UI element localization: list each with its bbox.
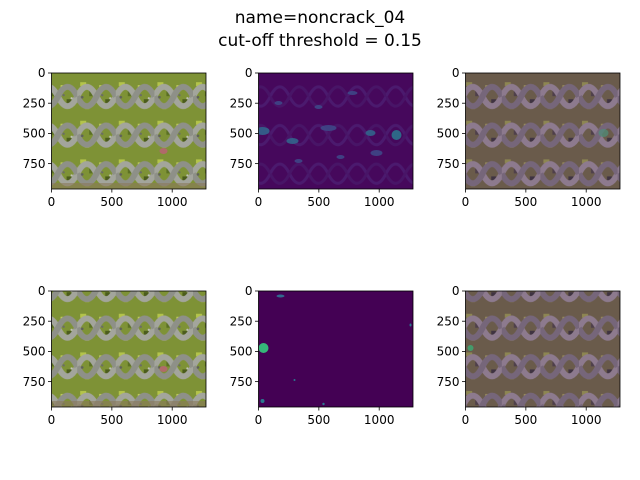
panel-image [465,73,620,189]
panel-image [51,291,206,407]
y-tick-label: 750 [23,157,46,171]
panel-top-middle: 0 500 1000 0 250 500 750 [230,66,414,209]
x-tick-label: 1000 [157,195,188,209]
x-tick-label: 1000 [157,413,188,427]
mask-spot [322,402,325,406]
heat-blob [314,105,323,109]
paving-photo [51,291,206,407]
y-tick-label: 0 [38,284,46,298]
y-tick-label: 0 [452,66,460,80]
heat-blob [258,127,270,135]
x-tick-label: 0 [255,413,263,427]
x-tick-label: 0 [48,195,56,209]
leaf-spot [159,148,168,154]
bottom-edge [51,183,206,189]
heat-blob [294,159,303,163]
heat-blob [286,138,299,144]
y-tick-label: 500 [23,345,46,359]
heat-blob [336,155,345,159]
mask-spot [409,323,412,327]
y-tick-label: 500 [230,345,253,359]
panel-bottom-right: 0 500 1000 0 250 500 750 [437,284,621,427]
mask-spot [293,379,296,381]
figure-subtitle: cut-off threshold = 0.15 [218,31,422,51]
axes-frame [51,72,207,190]
panel-image [51,73,206,189]
x-tick-label: 500 [307,413,330,427]
x-tick-label: 500 [514,413,537,427]
y-tick-label: 0 [245,66,253,80]
y-tick-label: 500 [230,127,253,141]
x-tick-label: 500 [100,413,123,427]
x-tick-label: 0 [462,413,470,427]
axes-frame [465,72,621,190]
y-tick-label: 250 [230,314,253,328]
axes-frame [258,290,414,408]
x-tick-label: 500 [307,195,330,209]
axes-frame [51,290,207,408]
y-tick-label: 750 [230,375,253,389]
axes-frame [465,290,621,408]
heat-blob [347,91,358,95]
y-tick-label: 250 [23,314,46,328]
overlay-photo [465,73,620,189]
bottom-edge [51,401,206,407]
y-tick-label: 250 [437,314,460,328]
thresholded-overlay-photo [465,291,620,407]
y-tick-label: 750 [437,375,460,389]
panel-top-right: 0 500 1000 0 250 500 750 [437,66,621,209]
y-tick-label: 500 [437,127,460,141]
y-tick-label: 250 [23,96,46,110]
x-tick-label: 500 [514,195,537,209]
figure-title: name=noncrack_04 [234,8,406,28]
y-tick-label: 0 [38,66,46,80]
x-tick-label: 0 [462,195,470,209]
x-tick-label: 0 [255,195,263,209]
x-tick-label: 500 [100,195,123,209]
mask-spot [258,343,269,353]
y-tick-label: 250 [437,96,460,110]
leaf-spot [159,366,168,372]
heat-blob [274,101,283,105]
mask-background [258,291,413,407]
panel-bottom-middle: 0 500 1000 0 250 500 750 [230,284,414,427]
y-tick-label: 750 [437,157,460,171]
heat-blob [391,130,402,140]
axes-frame [258,72,414,190]
panel-bottom-left: 0 500 1000 0 250 500 750 [23,284,207,427]
x-tick-label: 1000 [364,413,395,427]
heat-blob [320,125,337,131]
panel-image [465,291,620,407]
overlay-highlight [598,129,609,137]
y-tick-label: 750 [230,157,253,171]
panel-top-left: 0 500 1000 0 250 500 750 [23,66,207,209]
heat-blob [370,150,383,156]
mask-spot [276,294,285,298]
mask-spot [260,399,265,403]
y-tick-label: 500 [437,345,460,359]
y-tick-label: 250 [230,96,253,110]
x-tick-label: 1000 [364,195,395,209]
y-tick-label: 0 [245,284,253,298]
x-tick-label: 1000 [571,195,602,209]
y-tick-label: 0 [452,284,460,298]
x-tick-label: 1000 [571,413,602,427]
y-tick-label: 500 [23,127,46,141]
heat-blob [365,130,376,136]
panel-image [258,73,413,189]
x-tick-label: 0 [48,413,56,427]
heatmap-background [258,73,413,189]
panel-image [258,291,413,407]
overlay-highlight [467,345,474,351]
y-tick-label: 750 [23,375,46,389]
paving-photo [51,73,206,189]
